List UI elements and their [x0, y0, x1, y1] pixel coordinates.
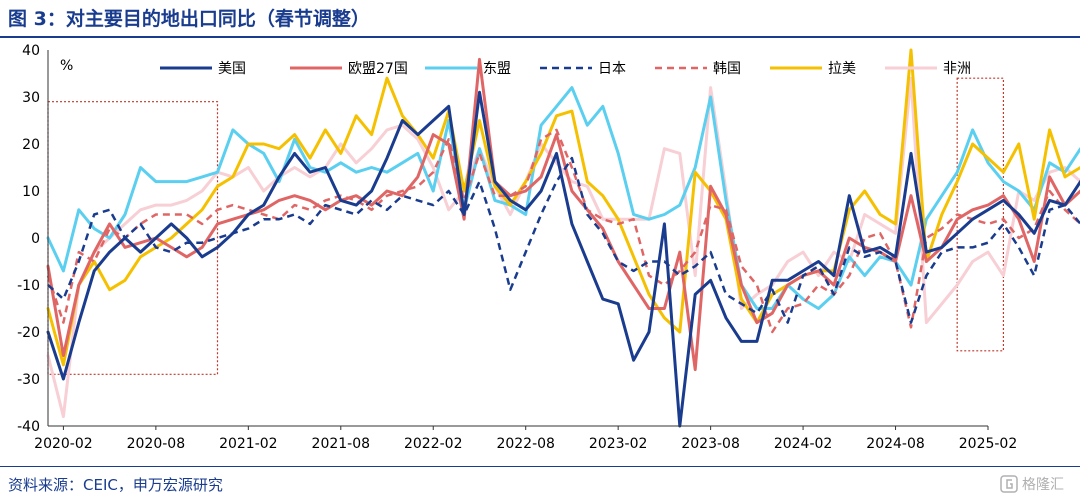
x-tick-label: 2022-08 [496, 436, 555, 452]
y-tick-label: -30 [17, 372, 40, 388]
series-line-5 [46, 128, 1080, 334]
legend-label-4: 日本 [598, 61, 626, 77]
legend-label-7: 非洲 [943, 61, 971, 77]
series-lines [46, 48, 1080, 428]
x-tick-label: 2023-02 [589, 436, 648, 452]
watermark-logo-glyph [1006, 479, 1013, 489]
watermark-text: 格隆汇 [1022, 477, 1064, 493]
y-tick-label: 30 [22, 90, 40, 106]
series-line-1 [46, 90, 1080, 428]
source-note: 资料来源：CEIC，申万宏源研究 [8, 476, 223, 494]
x-tick-label: 2025-02 [959, 436, 1018, 452]
footer-rule [0, 466, 1080, 467]
y-tick-label: -10 [17, 278, 40, 294]
legend-label-3: 东盟 [483, 61, 511, 77]
series-line-7 [46, 76, 1080, 419]
x-tick-label: 2024-08 [866, 436, 925, 452]
axes: -40 -30 -20 -10 0 10 20 30 40% 2020-02 2020-08 2021… [17, 43, 1017, 452]
annotation-box-1 [47, 101, 219, 375]
legend-label-2: 欧盟27国 [348, 61, 408, 77]
legend-label-1: 美国 [218, 61, 246, 77]
x-tick-label: 2021-08 [312, 436, 371, 452]
x-tick-label: 2021-02 [219, 436, 278, 452]
watermark-logo: 格隆汇 [1000, 475, 1064, 493]
chart-title: 图 3：对主要目的地出口同比（春节调整） [8, 8, 370, 30]
title-bar: 图 3：对主要目的地出口同比（春节调整） [0, 0, 1080, 38]
series-line-6 [46, 48, 1080, 367]
legend-label-5: 韩国 [713, 61, 741, 77]
chart: -40 -30 -20 -10 0 10 20 30 40% 2020-02 2020-08 2021… [17, 43, 1080, 452]
y-axis-unit: % [60, 58, 73, 74]
series-line-4 [47, 156, 1080, 324]
series-line-3 [46, 86, 1080, 310]
x-tick-label: 2023-08 [681, 436, 740, 452]
y-tick-label: 10 [22, 184, 40, 200]
y-tick-label: -20 [17, 325, 40, 341]
legend-label-6: 拉美 [828, 61, 856, 77]
watermark-logo-icon [1000, 475, 1018, 493]
x-tick-label: 2022-02 [404, 436, 463, 452]
legend: 美国 欧盟27国 东盟 日本 韩国 拉美 非洲 [160, 61, 971, 77]
y-tick-label: 40 [22, 43, 40, 59]
x-tick-label: 2020-08 [127, 436, 186, 452]
x-tick-label: 2020-02 [34, 436, 93, 452]
y-tick-label: -40 [17, 419, 40, 435]
x-tick-label: 2024-02 [774, 436, 833, 452]
y-tick-label: 0 [31, 231, 40, 247]
y-tick-label: 20 [22, 137, 40, 153]
